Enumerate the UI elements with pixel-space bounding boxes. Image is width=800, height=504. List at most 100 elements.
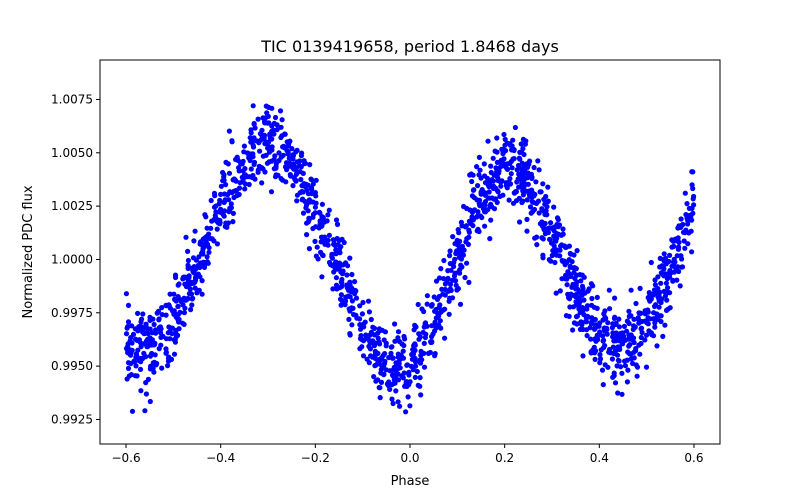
data-point (600, 382, 606, 388)
data-point (551, 225, 557, 231)
data-point (518, 141, 524, 147)
data-point (366, 309, 372, 315)
x-tick-label: 0.6 (684, 451, 703, 465)
data-point (658, 299, 664, 306)
data-point (682, 245, 688, 251)
data-point (278, 124, 284, 130)
data-point (586, 286, 592, 292)
data-point (420, 329, 426, 335)
x-tick-label: −0.4 (206, 451, 235, 465)
data-point (578, 278, 584, 284)
data-point (392, 338, 398, 344)
data-point (169, 325, 175, 331)
data-point (310, 181, 316, 187)
data-point (326, 232, 332, 238)
data-point (331, 241, 337, 247)
data-point (147, 317, 153, 323)
data-point (142, 324, 148, 330)
data-point (308, 176, 314, 182)
data-point (226, 209, 232, 215)
data-point (396, 359, 402, 365)
data-point (353, 295, 360, 301)
data-point (269, 105, 275, 111)
data-point (436, 275, 443, 281)
data-point (516, 171, 522, 177)
data-point (359, 344, 365, 350)
data-point (602, 316, 608, 322)
data-point (236, 168, 242, 174)
data-point (463, 223, 469, 229)
data-point (246, 181, 252, 188)
data-point (242, 186, 248, 192)
data-point (645, 321, 651, 327)
data-point (445, 276, 451, 282)
data-point (557, 253, 563, 259)
data-point (339, 283, 345, 289)
data-point (569, 259, 575, 265)
data-point (338, 302, 344, 308)
data-point (206, 245, 212, 251)
data-point (148, 352, 154, 358)
data-point (616, 324, 623, 330)
data-point (268, 189, 275, 195)
data-point (522, 141, 529, 147)
data-point (610, 334, 616, 340)
data-point (518, 166, 525, 172)
data-point (503, 163, 509, 170)
data-point (498, 179, 504, 185)
data-point (151, 369, 157, 375)
data-point (520, 185, 526, 191)
data-point (553, 247, 560, 253)
data-point (599, 367, 606, 373)
data-point (476, 154, 482, 160)
data-point (403, 409, 409, 415)
data-point (514, 167, 520, 173)
data-point (591, 350, 598, 356)
data-point (248, 127, 254, 133)
data-point (547, 236, 553, 242)
data-point (494, 135, 500, 141)
data-point (218, 183, 224, 189)
data-point (261, 132, 268, 138)
data-point (628, 313, 634, 319)
data-point (226, 170, 233, 176)
data-point (441, 257, 447, 264)
data-point (680, 221, 686, 228)
data-point (584, 333, 590, 339)
data-point (634, 373, 640, 379)
data-point (351, 311, 357, 318)
data-point (412, 341, 418, 347)
data-point (477, 213, 484, 219)
data-point (241, 143, 247, 149)
data-point (180, 320, 186, 326)
data-point (494, 149, 500, 155)
data-point (635, 315, 641, 321)
data-point (194, 290, 200, 296)
data-point (255, 116, 261, 122)
data-point (684, 201, 690, 207)
data-point (344, 272, 350, 278)
data-point (257, 148, 263, 154)
data-point (455, 241, 461, 247)
data-point (391, 380, 397, 386)
data-point (661, 258, 667, 264)
data-point (631, 355, 637, 361)
data-point (360, 353, 367, 359)
y-tick-label: 0.9975 (51, 306, 93, 320)
data-point (182, 281, 188, 287)
data-point (147, 335, 153, 341)
data-point (560, 231, 566, 237)
data-point (664, 276, 671, 282)
data-point (306, 215, 312, 221)
data-point (265, 145, 271, 151)
data-point (334, 221, 341, 227)
y-tick-label: 0.9925 (51, 412, 93, 426)
data-point (405, 394, 411, 400)
data-point (479, 187, 485, 193)
data-point (645, 315, 651, 321)
data-point (616, 316, 622, 322)
data-point (662, 322, 668, 328)
data-point (401, 370, 407, 376)
data-point (140, 311, 146, 317)
data-point (543, 208, 549, 214)
